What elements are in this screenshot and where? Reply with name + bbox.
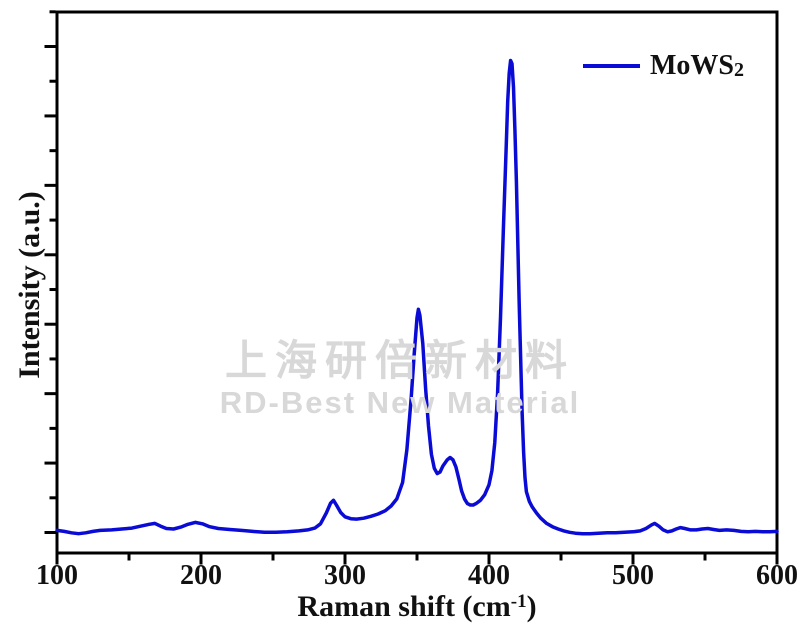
x-tick-label-200: 200 [180, 560, 222, 591]
legend-label-subscript: 2 [734, 59, 744, 81]
y-axis-title: Intensity (a.u.) [13, 191, 46, 379]
legend-line-swatch [583, 64, 640, 68]
x-tick-label-300: 300 [324, 560, 366, 591]
x-axis-title-text: Raman shift (cm [297, 590, 511, 623]
x-tick-label-500: 500 [612, 560, 654, 591]
legend: MoWS2 [583, 50, 744, 82]
x-tick-label-600: 600 [756, 560, 798, 591]
x-axis-title: Raman shift (cm-1) [297, 590, 536, 624]
x-axis-title-close: ) [526, 590, 537, 623]
legend-series-label: MoWS2 [650, 50, 744, 82]
spectrum-line-mows2 [55, 58, 779, 536]
x-axis-title-superscript: -1 [510, 591, 527, 612]
x-tick-label-400: 400 [468, 560, 510, 591]
x-tick-label-100: 100 [36, 560, 78, 591]
plot-frame [55, 10, 779, 555]
legend-label-text: MoWS [650, 50, 734, 81]
